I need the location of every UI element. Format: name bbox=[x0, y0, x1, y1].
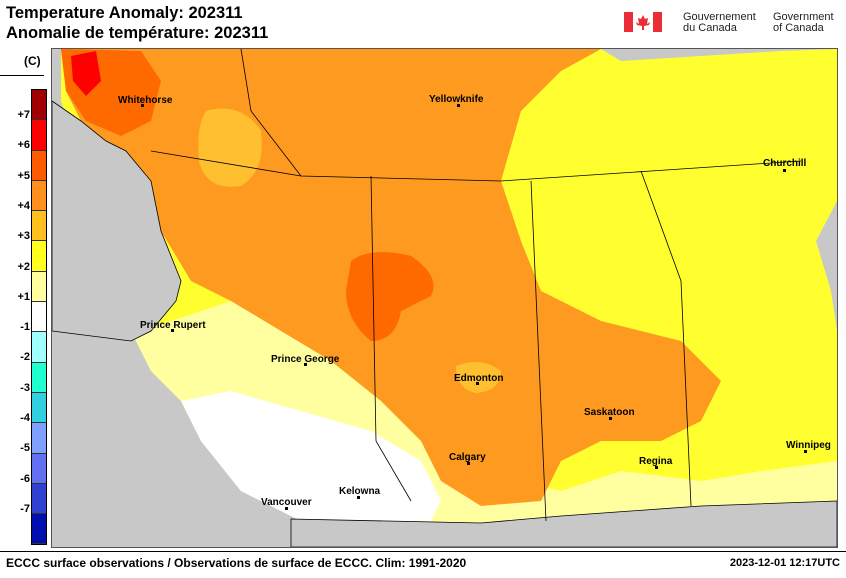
canada-flag-icon bbox=[624, 12, 662, 32]
svg-text:Vancouver: Vancouver bbox=[261, 497, 312, 508]
legend-bin bbox=[32, 362, 46, 393]
city-yellowknife: Yellowknife bbox=[429, 94, 484, 107]
city-kelowna: Kelowna bbox=[339, 486, 381, 499]
anomaly-light-orange bbox=[456, 362, 501, 393]
legend-unit: (C) bbox=[24, 54, 41, 68]
svg-text:Regina: Regina bbox=[639, 456, 673, 467]
legend-label: -5 bbox=[20, 442, 30, 455]
legend-bin bbox=[32, 332, 46, 363]
svg-text:Kelowna: Kelowna bbox=[339, 486, 381, 497]
legend-bin bbox=[32, 423, 46, 454]
legend-label: -3 bbox=[20, 381, 30, 394]
title-english: Temperature Anomaly: 202311 bbox=[6, 4, 243, 22]
city-prince-rupert: Prince Rupert bbox=[140, 320, 206, 332]
svg-text:Winnipeg: Winnipeg bbox=[786, 440, 831, 451]
city-regina: Regina bbox=[639, 456, 673, 469]
footer-divider bbox=[0, 551, 846, 552]
map-area: Whitehorse Yellowknife Churchill Prince … bbox=[51, 48, 838, 548]
legend-bin bbox=[32, 120, 46, 151]
svg-text:Edmonton: Edmonton bbox=[454, 373, 503, 384]
legend-bin bbox=[32, 241, 46, 272]
timestamp: 2023-12-01 12:17UTC bbox=[729, 557, 840, 569]
svg-text:Saskatoon: Saskatoon bbox=[584, 407, 635, 418]
legend-bin bbox=[32, 453, 46, 484]
legend-bin bbox=[32, 302, 46, 333]
land-white bbox=[181, 391, 441, 521]
legend-label: -2 bbox=[20, 351, 30, 364]
city-churchill: Churchill bbox=[763, 158, 807, 172]
legend-bin bbox=[32, 180, 46, 212]
anomaly-dark-orange bbox=[346, 252, 434, 341]
svg-text:Prince George: Prince George bbox=[271, 354, 340, 365]
legend-bin bbox=[32, 392, 46, 424]
logo-text-french: Gouvernement du Canada bbox=[683, 11, 756, 34]
city-whitehorse: Whitehorse bbox=[118, 95, 173, 107]
legend-bin bbox=[32, 90, 46, 121]
data-source: ECCC surface observations / Observations… bbox=[6, 556, 467, 570]
legend-bin bbox=[32, 483, 46, 515]
city-markers: Whitehorse Yellowknife Churchill Prince … bbox=[118, 94, 831, 510]
svg-text:Whitehorse: Whitehorse bbox=[118, 95, 173, 106]
legend-label: +3 bbox=[17, 230, 30, 243]
svg-text:Calgary: Calgary bbox=[449, 452, 486, 463]
title-french: Anomalie de température: 202311 bbox=[6, 24, 269, 42]
city-prince-george: Prince George bbox=[271, 354, 340, 366]
legend-bin bbox=[32, 211, 46, 242]
legend-label: +6 bbox=[17, 139, 30, 152]
pacific-coast bbox=[51, 100, 182, 342]
svg-text:Prince Rupert: Prince Rupert bbox=[140, 320, 206, 331]
legend-label: -4 bbox=[20, 412, 30, 424]
anomaly-red bbox=[71, 51, 101, 96]
city-winnipeg: Winnipeg bbox=[786, 440, 831, 453]
legend-label: +2 bbox=[17, 260, 30, 273]
city-calgary: Calgary bbox=[449, 452, 486, 465]
legend-color-bar bbox=[31, 89, 47, 546]
legend-divider bbox=[0, 75, 44, 76]
legend-label: -1 bbox=[20, 321, 30, 334]
anomaly-map: Whitehorse Yellowknife Churchill Prince … bbox=[51, 48, 838, 548]
legend-label: +1 bbox=[17, 290, 30, 303]
legend-bin bbox=[32, 271, 46, 303]
svg-text:Yellowknife: Yellowknife bbox=[429, 94, 484, 105]
province-borders bbox=[150, 48, 802, 522]
legend-label: -6 bbox=[20, 472, 30, 485]
city-edmonton: Edmonton bbox=[454, 373, 503, 385]
logo-text-english: Government of Canada bbox=[773, 11, 834, 34]
legend-bin bbox=[32, 150, 46, 181]
city-vancouver: Vancouver bbox=[261, 497, 312, 510]
legend-label: -7 bbox=[20, 502, 30, 515]
legend-label: +5 bbox=[17, 169, 30, 182]
legend-bin bbox=[32, 514, 46, 545]
svg-text:Churchill: Churchill bbox=[763, 158, 807, 169]
legend-label: +7 bbox=[17, 109, 30, 121]
city-saskatoon: Saskatoon bbox=[584, 407, 635, 420]
legend-label: +4 bbox=[17, 199, 30, 212]
